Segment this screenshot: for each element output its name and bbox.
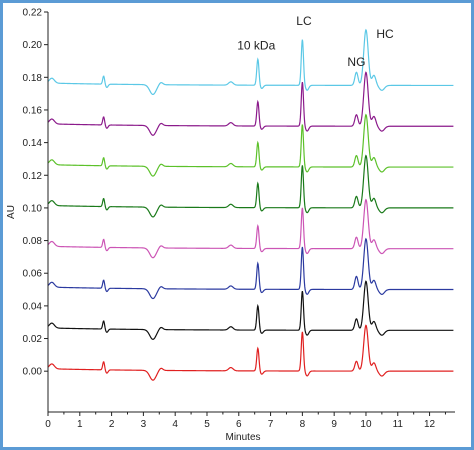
peak-annotation: HC <box>376 27 394 41</box>
y-tick-label: 0.08 <box>23 236 43 247</box>
annotations-group: 10 kDa LC NG HC <box>237 14 394 69</box>
y-tick-label: 0.14 <box>23 138 43 149</box>
x-tick-label: 10 <box>360 419 372 430</box>
x-tick-label: 4 <box>172 419 178 430</box>
x-tick-label: 0 <box>45 419 51 430</box>
series-line-8 <box>47 324 454 381</box>
axes-group: 0.00 0.02 0.04 0.06 0.08 0.10 0.12 0.14 0.16 0.18… <box>23 8 455 430</box>
x-tick-label: 6 <box>236 419 242 430</box>
x-tick-label: 8 <box>300 419 306 430</box>
y-axis-label: AU <box>6 205 17 219</box>
series-line-5 <box>47 198 454 259</box>
series-line-1 <box>47 28 454 96</box>
peak-annotation: NG <box>347 55 365 69</box>
y-tick-label: 0.22 <box>23 8 43 19</box>
y-tick-label: 0.20 <box>23 40 43 51</box>
series-line-2 <box>47 71 454 136</box>
series-line-6 <box>47 237 454 300</box>
y-tick-label: 0.04 <box>23 301 43 312</box>
y-tick-label: 0.00 <box>23 367 43 378</box>
peak-annotation: 10 kDa <box>237 39 275 53</box>
x-tick-label: 7 <box>268 419 274 430</box>
series-line-3 <box>47 113 454 177</box>
y-tick-label: 0.10 <box>23 203 43 214</box>
x-tick-label: 11 <box>393 419 404 430</box>
x-tick-label: 9 <box>331 419 337 430</box>
y-tick-label: 0.16 <box>23 105 43 116</box>
x-tick-label: 2 <box>109 419 115 430</box>
x-axis-label: Minutes <box>225 432 260 443</box>
x-tick-label: 5 <box>204 419 210 430</box>
traces-group <box>47 28 454 381</box>
y-tick-label: 0.12 <box>23 171 43 182</box>
y-tick-label: 0.18 <box>23 73 43 84</box>
y-tick-label: 0.06 <box>23 269 43 280</box>
series-line-4 <box>47 154 454 218</box>
x-tick-label: 12 <box>424 419 436 430</box>
series-line-7 <box>47 280 454 340</box>
x-tick-label: 3 <box>141 419 147 430</box>
peak-annotation: LC <box>296 14 312 28</box>
x-tick-label: 1 <box>77 419 83 430</box>
y-tick-label: 0.02 <box>23 334 43 345</box>
